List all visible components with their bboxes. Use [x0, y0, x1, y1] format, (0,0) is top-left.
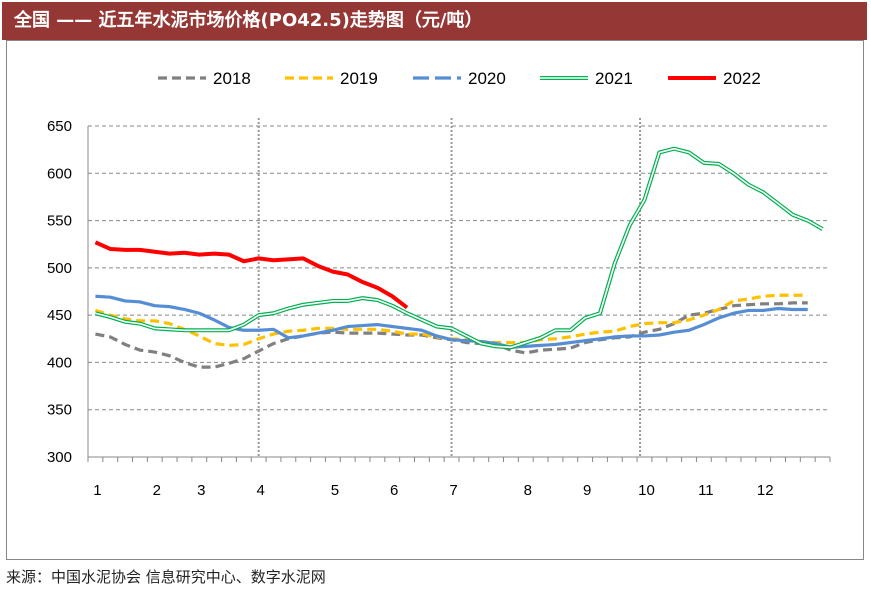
- x-tick-label: 1: [93, 482, 101, 499]
- y-tick-label: 500: [47, 260, 72, 277]
- x-tick-label: 9: [583, 482, 591, 499]
- series-line-2020: [95, 294, 808, 349]
- chart-title: 全国 —— 近五年水泥市场价格(PO42.5)走势图（元/吨）: [2, 2, 867, 40]
- legend-label-2018: 2018: [213, 69, 251, 88]
- legend-label-2021: 2021: [595, 69, 633, 88]
- y-tick-label: 300: [47, 449, 72, 466]
- legend-label-2022: 2022: [723, 69, 761, 88]
- x-tick-label: 2: [153, 482, 161, 499]
- legend-label-2020: 2020: [468, 69, 506, 88]
- y-tick-label: 650: [47, 118, 72, 135]
- chart-frame: [6, 40, 864, 560]
- series-line-2022: [94, 240, 409, 310]
- y-tick-label: 600: [47, 165, 72, 182]
- x-tick-label: 11: [698, 482, 714, 499]
- source-note: 来源：中国水泥协会 信息研究中心、数字水泥网: [6, 568, 326, 586]
- y-tick-label: 350: [47, 402, 72, 419]
- y-tick-label: 450: [47, 307, 72, 324]
- x-tick-label: 3: [197, 482, 205, 499]
- x-tick-label: 6: [390, 482, 398, 499]
- series-line-2021: [94, 146, 824, 350]
- y-tick-label: 400: [47, 354, 72, 371]
- series-line-2021-inner: [95, 147, 823, 349]
- y-tick-label: 550: [47, 213, 72, 230]
- x-tick-label: 8: [524, 482, 532, 499]
- x-tick-label: 10: [638, 482, 655, 499]
- x-tick-label: 4: [256, 482, 264, 499]
- legend-label-2019: 2019: [340, 69, 378, 88]
- x-tick-label: 12: [757, 482, 774, 499]
- x-tick-label: 5: [331, 482, 339, 499]
- x-tick-label: 7: [449, 482, 457, 499]
